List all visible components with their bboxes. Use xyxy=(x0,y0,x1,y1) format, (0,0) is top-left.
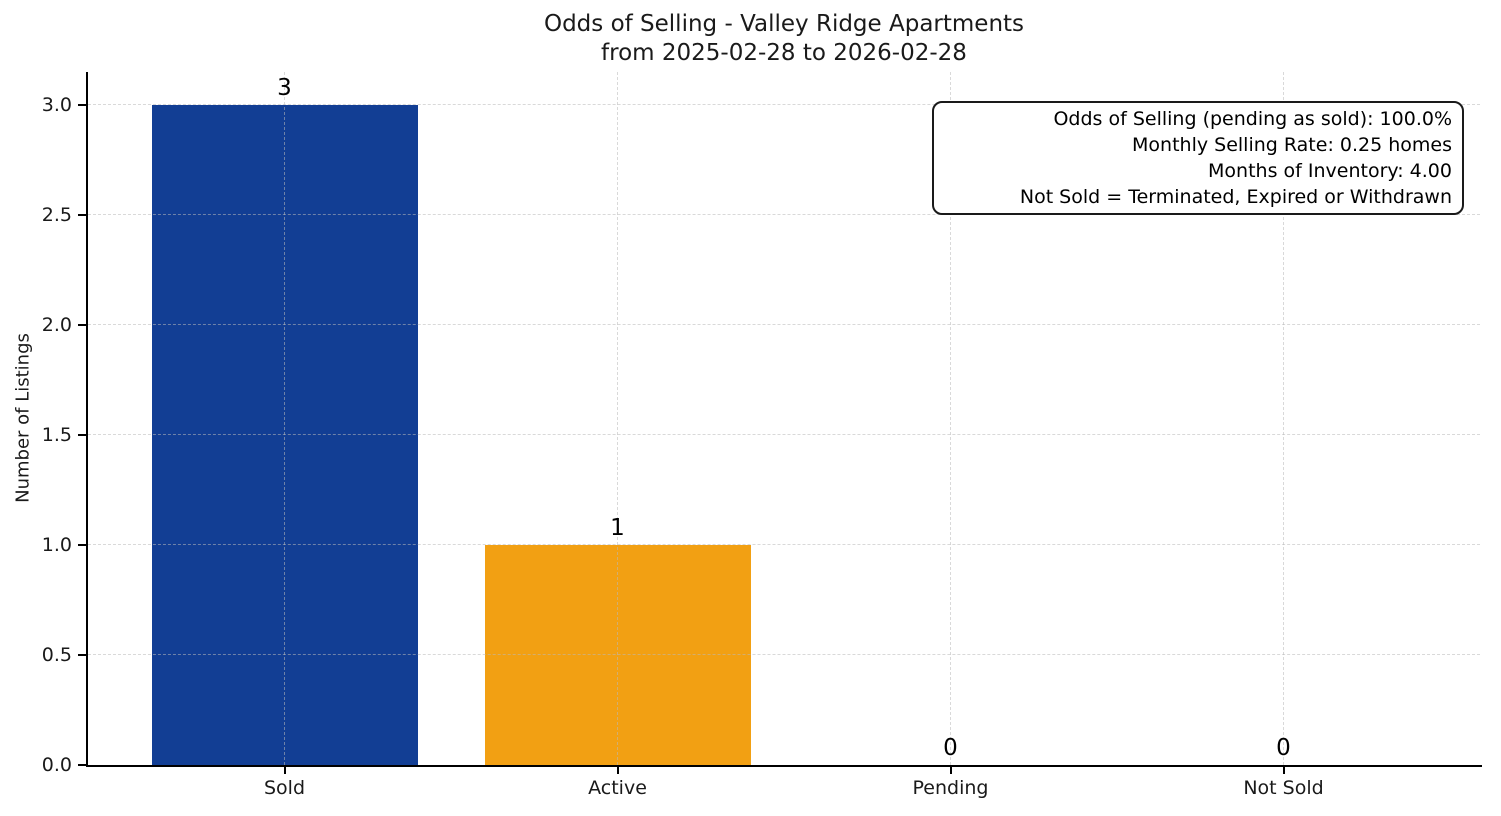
annotation-line-1: Odds of Selling (pending as sold): 100.0… xyxy=(1053,108,1452,130)
bar-value-label-pending: 0 xyxy=(943,735,958,761)
x-tick-label-active: Active xyxy=(588,777,647,799)
y-tick-mark xyxy=(78,104,86,106)
bar-value-label-sold: 3 xyxy=(277,75,292,101)
x-tick-label-not-sold: Not Sold xyxy=(1243,777,1324,799)
x-tick-mark xyxy=(1282,767,1285,774)
annotation-line-3: Months of Inventory: 4.00 xyxy=(1208,160,1452,182)
annotation-line-2: Monthly Selling Rate: 0.25 homes xyxy=(1132,134,1452,156)
y-tick-mark xyxy=(78,214,86,216)
plot-area: 3 1 0 0 xyxy=(88,72,1480,765)
stats-annotation-box: Odds of Selling (pending as sold): 100.0… xyxy=(932,101,1464,215)
gridline-horizontal xyxy=(88,214,1480,215)
y-axis-label: Number of Listings xyxy=(12,333,34,503)
y-axis-spine xyxy=(86,72,88,767)
x-axis-spine xyxy=(86,765,1482,767)
gridline-horizontal xyxy=(88,104,1480,105)
y-tick-mark xyxy=(78,544,86,546)
y-tick-label: 3.0 xyxy=(41,94,72,116)
chart-title-line1: Odds of Selling - Valley Ridge Apartment… xyxy=(543,11,1025,37)
y-tick-label: 0.0 xyxy=(41,754,72,776)
gridline-horizontal xyxy=(88,654,1480,655)
gridline-vertical xyxy=(1282,72,1284,765)
chart-title-line2: from 2025-02-28 to 2026-02-28 xyxy=(601,40,967,66)
y-tick-label: 2.0 xyxy=(41,314,72,336)
x-tick-label-pending: Pending xyxy=(912,777,989,799)
gridline-vertical xyxy=(616,72,618,765)
annotation-line-4: Not Sold = Terminated, Expired or Withdr… xyxy=(1019,186,1452,208)
bar-value-label-active: 1 xyxy=(610,515,625,541)
gridline-horizontal xyxy=(88,324,1480,325)
y-tick-mark xyxy=(78,324,86,326)
y-tick-mark xyxy=(78,654,86,656)
y-tick-label: 2.5 xyxy=(41,204,72,226)
x-tick-mark xyxy=(949,767,952,774)
x-tick-mark xyxy=(616,767,619,774)
x-tick-label-sold: Sold xyxy=(263,777,306,799)
gridline-vertical xyxy=(949,72,951,765)
x-tick-mark xyxy=(283,767,286,774)
gridline-vertical xyxy=(283,72,285,765)
y-tick-label: 1.5 xyxy=(41,424,72,446)
y-tick-mark xyxy=(78,764,86,766)
y-tick-mark xyxy=(78,434,86,436)
gridline-horizontal xyxy=(88,434,1480,435)
gridline-horizontal xyxy=(88,544,1480,545)
y-tick-label: 0.5 xyxy=(41,644,72,666)
chart-title: Odds of Selling - Valley Ridge Apartment… xyxy=(88,10,1480,68)
y-tick-label: 1.0 xyxy=(41,534,72,556)
bar-value-label-not-sold: 0 xyxy=(1276,735,1291,761)
